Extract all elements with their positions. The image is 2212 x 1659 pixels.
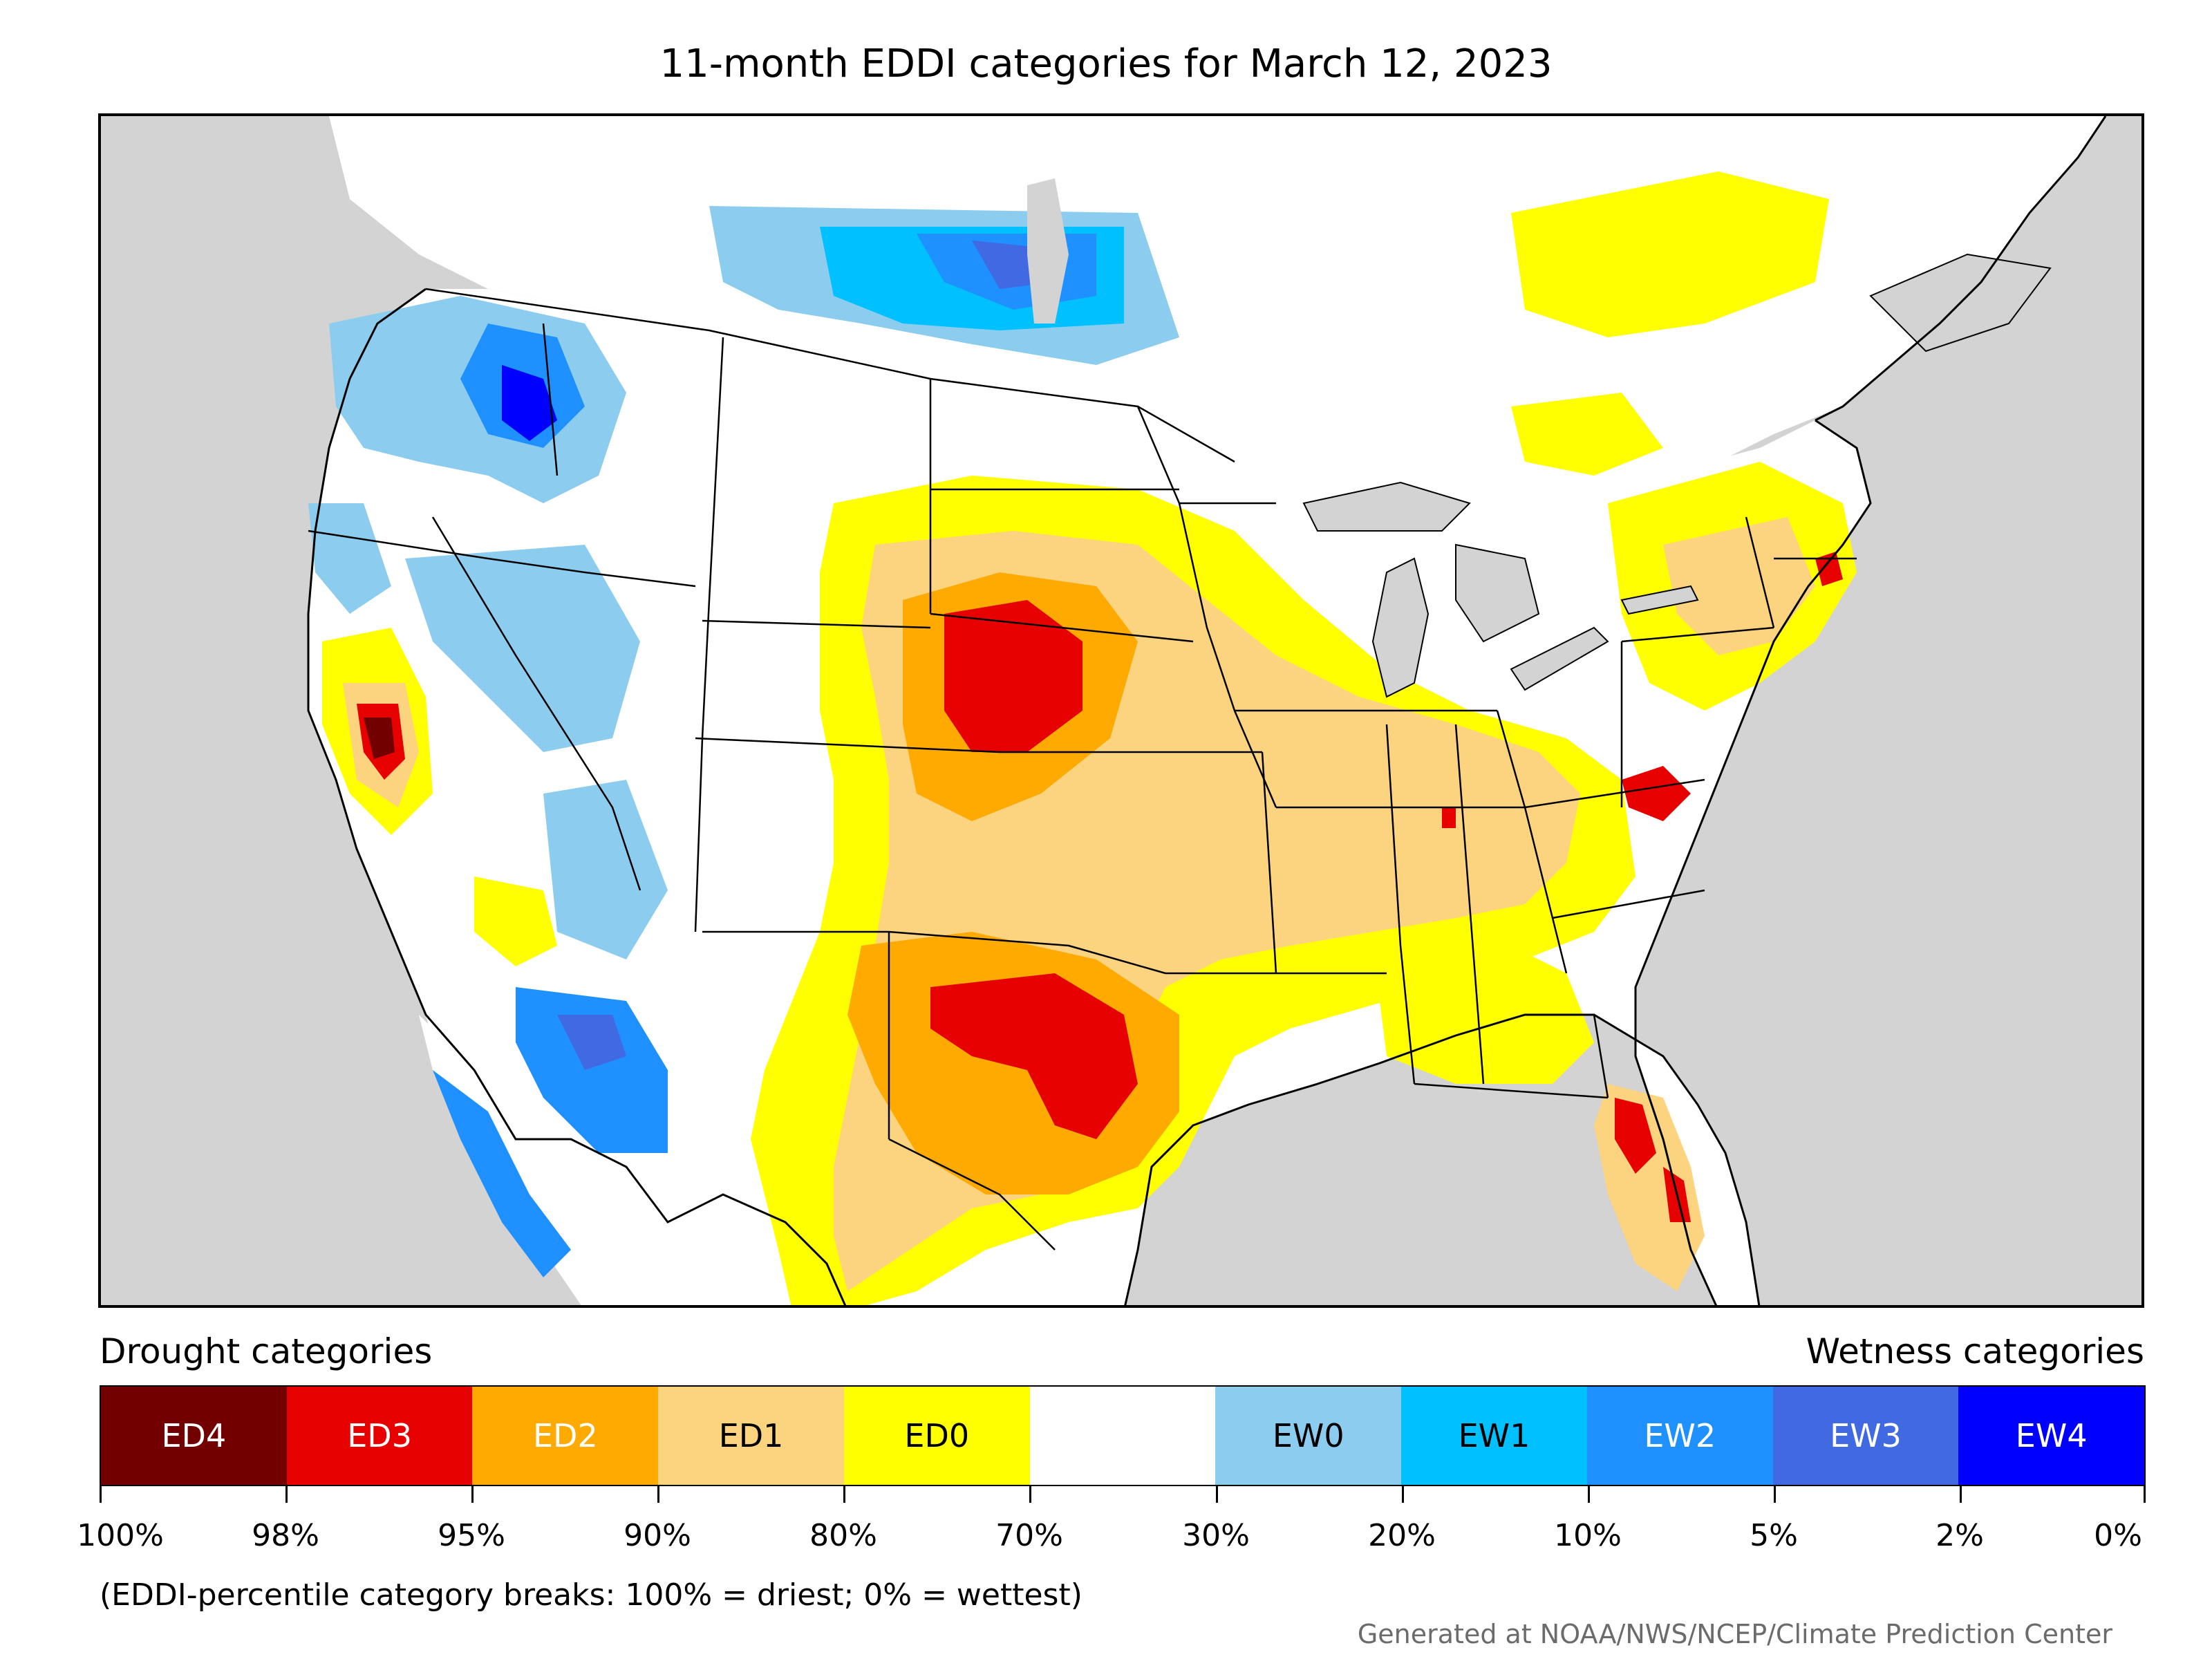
colorbar-tick (843, 1486, 845, 1503)
lake-ontario (1620, 585, 1699, 615)
colorbar-tick (2144, 1486, 2146, 1503)
colorbar-cell-ew3: EW3 (1772, 1387, 1959, 1485)
colorbar-tick-label: 95% (438, 1518, 505, 1553)
lake-michigan (1371, 557, 1430, 698)
lake-superior (1302, 481, 1471, 532)
colorbar-tick (1216, 1486, 1218, 1503)
colorbar-cell-ed0: ED0 (843, 1387, 1030, 1485)
colorbar-cell-ew4: EW4 (1958, 1387, 2145, 1485)
colorbar-tick (285, 1486, 288, 1503)
credit-text: Generated at NOAA/NWS/NCEP/Climate Predi… (1357, 1619, 2112, 1649)
colorbar-tick (471, 1486, 474, 1503)
coastline (307, 288, 1872, 1305)
colorbar-tick (1960, 1486, 1962, 1503)
colorbar-tick (100, 1486, 102, 1503)
water-layer (1027, 178, 2052, 698)
category-colorbar: ED4 ED3 ED2 ED1 ED0 EW0 EW1 EW2 EW3 EW4 (100, 1385, 2146, 1486)
lake-winnipeg (1027, 178, 1069, 324)
colorbar-cell-ed2: ED2 (472, 1387, 659, 1485)
colorbar-cell-ew0: EW0 (1215, 1387, 1402, 1485)
wetness-categories-label: Wetness categories (1806, 1331, 2144, 1371)
colorbar-tick-label: 30% (1182, 1518, 1250, 1553)
lake-erie (1510, 626, 1609, 691)
colorbar-tick-label: 80% (809, 1518, 877, 1553)
colorbar-tick (657, 1486, 659, 1503)
colorbar-tick-label: 2% (1936, 1518, 1984, 1553)
colorbar-tick (1774, 1486, 1776, 1503)
colorbar-cell-neutral (1029, 1387, 1216, 1485)
boundaries-layer (308, 288, 1857, 1250)
colorbar-cell-ew1: EW1 (1401, 1387, 1587, 1485)
colorbar-cell-ed4: ED4 (101, 1387, 287, 1485)
lake-huron (1455, 543, 1540, 643)
mexico-land (426, 1015, 845, 1305)
colorbar-tick-label: 20% (1368, 1518, 1436, 1553)
colorbar-ticks (100, 1486, 2146, 1507)
colorbar-tick-label: 70% (995, 1518, 1063, 1553)
eddi-map (98, 113, 2144, 1308)
colorbar-cell-ed3: ED3 (286, 1387, 473, 1485)
drought-categories-label: Drought categories (100, 1331, 433, 1371)
colorbar-cell-ew2: EW2 (1586, 1387, 1773, 1485)
colorbar-tick-label: 100% (77, 1518, 164, 1553)
baja-land (419, 1015, 610, 1305)
colorbar-tick-label: 98% (252, 1518, 319, 1553)
colorbar-tick (1029, 1486, 1031, 1503)
colorbar-tick (1588, 1486, 1590, 1503)
colorbar-tick-label: 0% (2094, 1518, 2142, 1553)
colorbar-tick-label: 5% (1750, 1518, 1798, 1553)
colorbar-cell-ed1: ED1 (658, 1387, 844, 1485)
map-title: 11-month EDDI categories for March 12, 2… (659, 41, 1553, 86)
map-canvas (307, 116, 2107, 1305)
colorbar-tick-label: 90% (624, 1518, 691, 1553)
colorbar-tick-label: 10% (1554, 1518, 1622, 1553)
colorbar-tick (1402, 1486, 1404, 1503)
category-note: (EDDI-percentile category breaks: 100% =… (100, 1577, 1082, 1613)
canada-coast (1815, 116, 2107, 422)
